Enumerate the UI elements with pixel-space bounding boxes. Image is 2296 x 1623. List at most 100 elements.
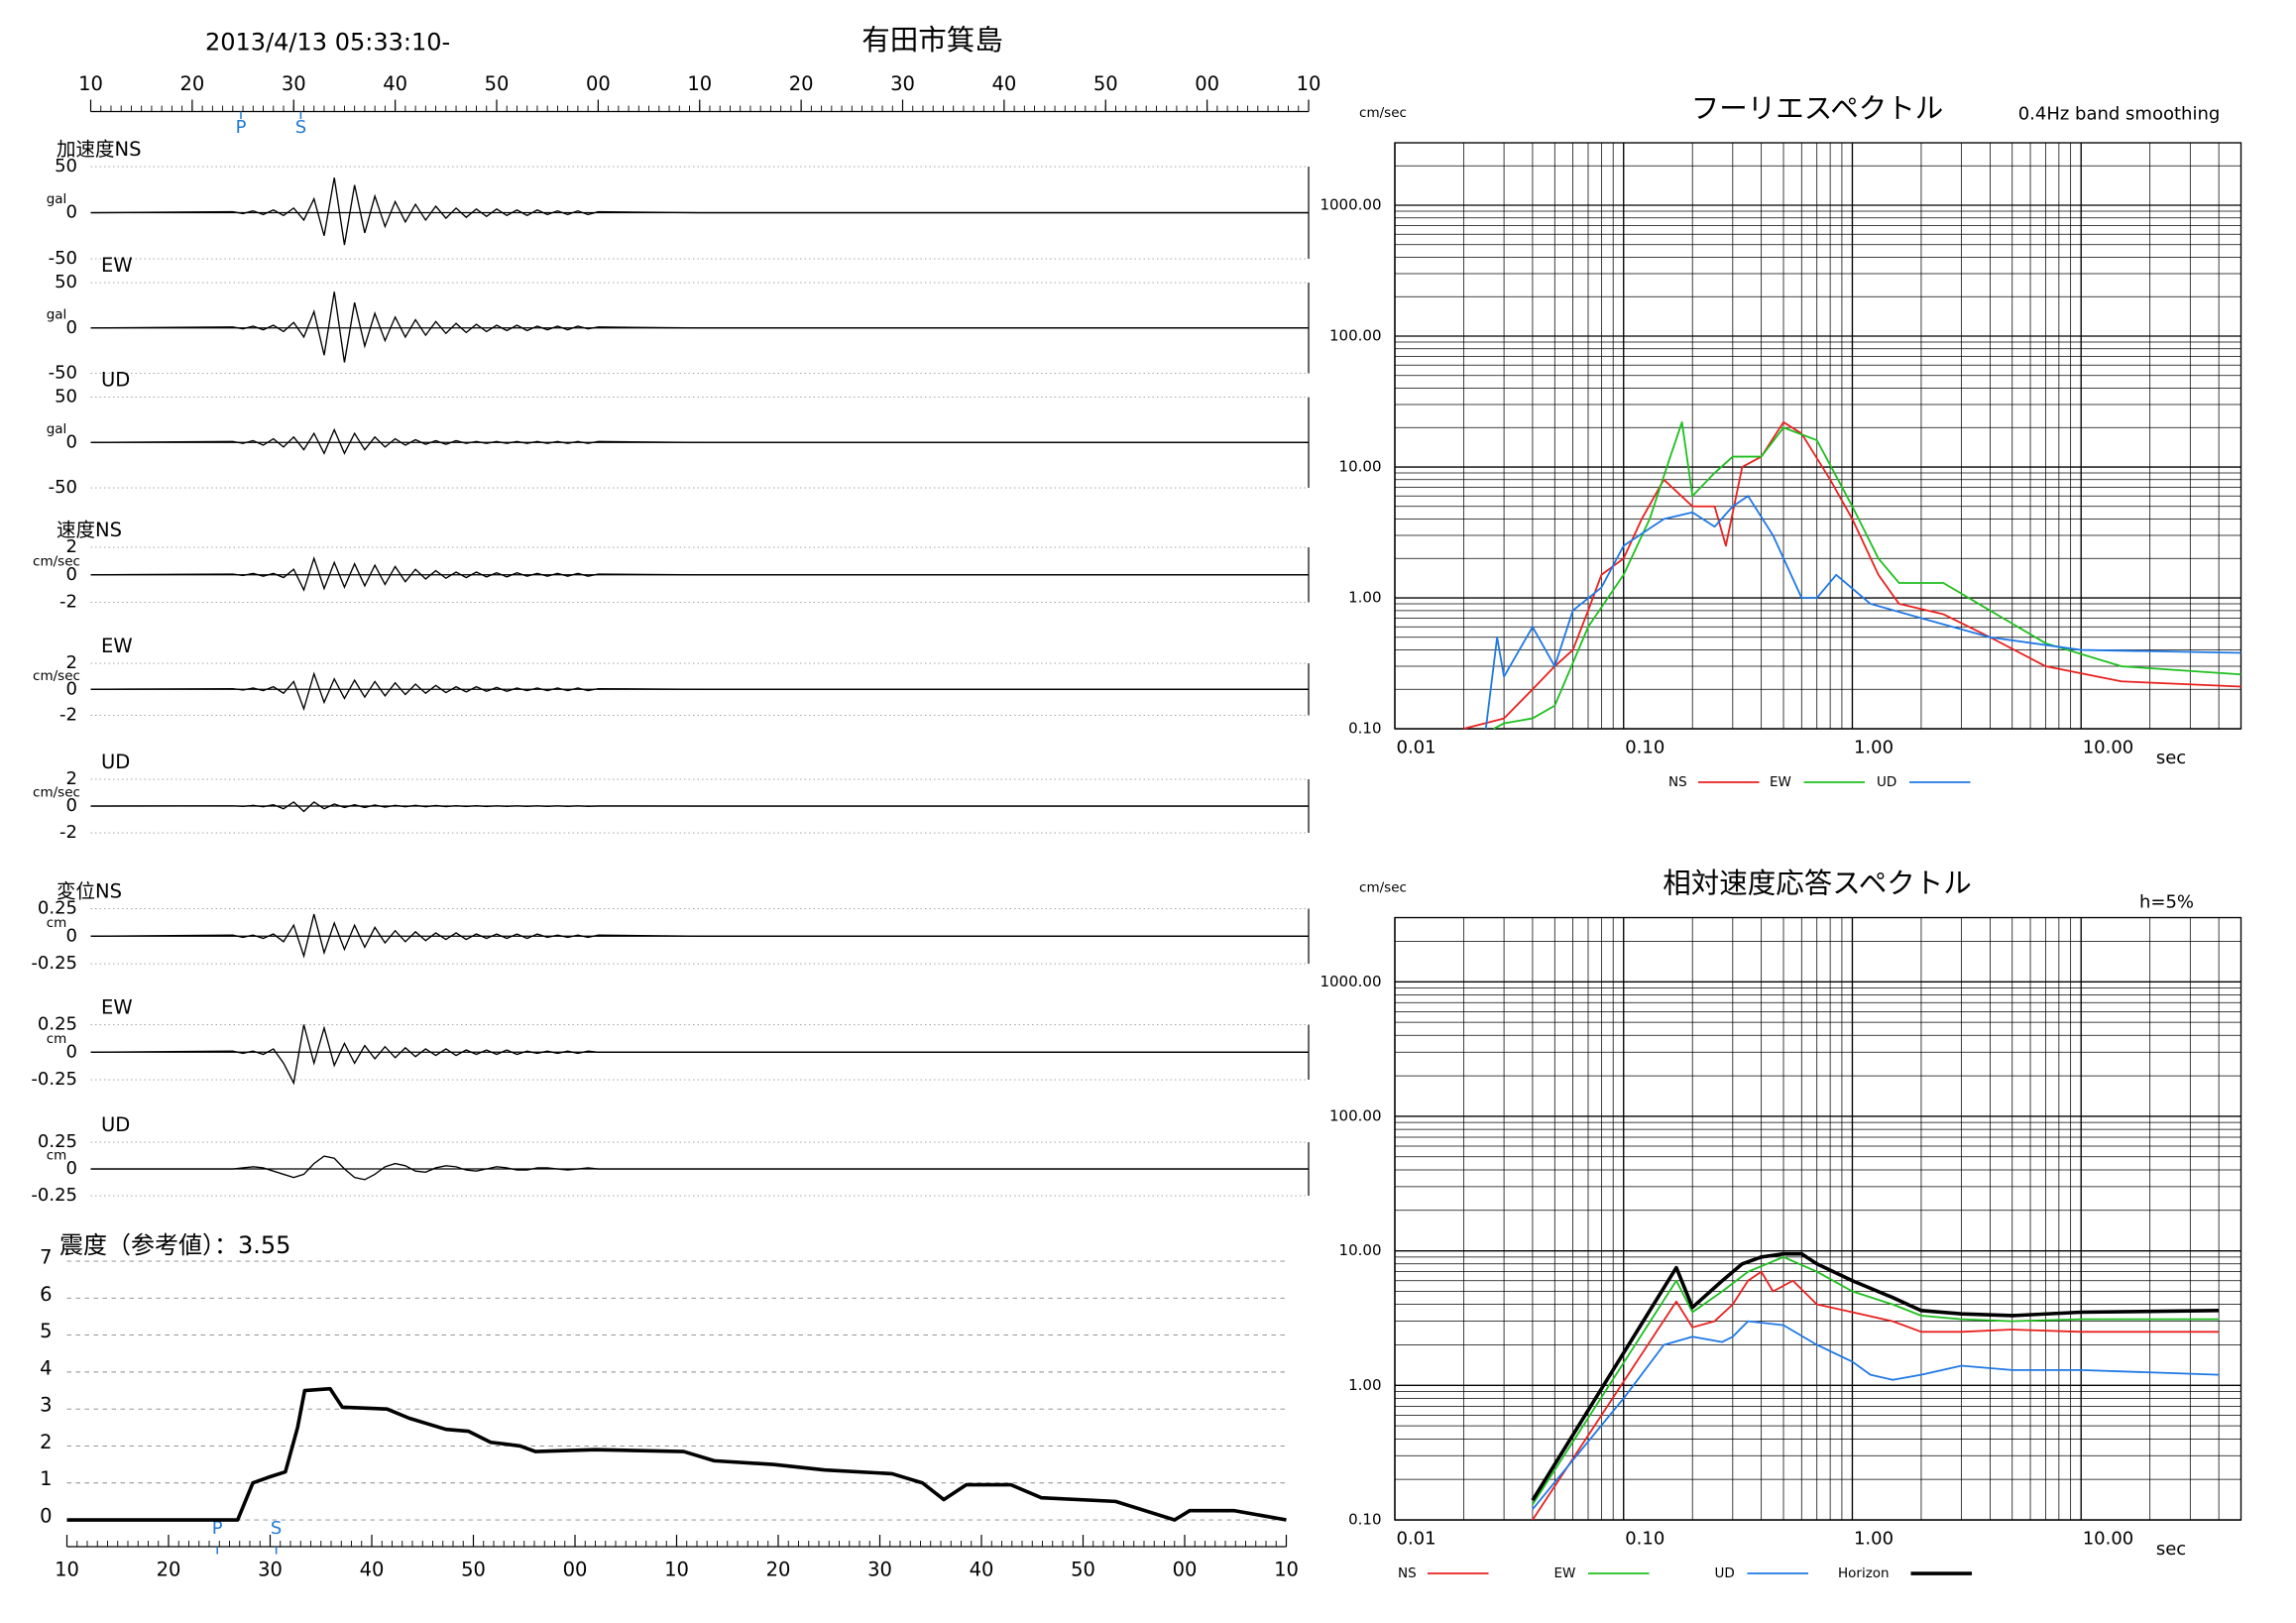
y-tick-label: 0	[66, 564, 77, 585]
phase-label: P	[236, 117, 247, 138]
x-tick-label: 40	[970, 1559, 994, 1581]
x-tick-label: 1.00	[1854, 1529, 1894, 1550]
y-tick-label: 0.25	[38, 1014, 77, 1035]
x-tick-label: 00	[1195, 72, 1219, 95]
y-tick-label: 0.25	[38, 1131, 77, 1152]
y-tick-label: 1.00	[1348, 589, 1381, 607]
unit-label: cm	[47, 1031, 67, 1047]
panel-title: 変位NS	[57, 880, 122, 903]
y-tick-label: 1	[40, 1467, 52, 1490]
x-tick-label: 10	[1274, 1559, 1299, 1581]
x-tick-label: 10	[1297, 72, 1321, 95]
x-unit-label: sec	[2156, 748, 2186, 768]
x-tick-label: 50	[485, 72, 510, 95]
x-tick-label: 0.01	[1397, 1529, 1436, 1550]
y-tick-label: 0	[66, 795, 77, 816]
panel-title: UD	[101, 369, 130, 392]
y-unit-label: cm/sec	[1359, 105, 1407, 121]
unit-label: cm	[47, 915, 67, 931]
x-tick-label: 30	[258, 1559, 283, 1581]
y-tick-label: 5	[40, 1320, 52, 1342]
x-tick-label: 10	[55, 1559, 79, 1581]
panel-title: UD	[101, 751, 130, 773]
x-tick-label: 10	[664, 1559, 689, 1581]
waveform-line	[90, 1024, 1309, 1086]
waveform-line	[90, 291, 1309, 363]
station-name: 有田市箕島	[861, 24, 1003, 57]
panel-title: EW	[101, 635, 133, 657]
waveform-line	[90, 427, 1309, 455]
phase-label: S	[271, 1518, 282, 1539]
y-tick-label: 0	[66, 431, 77, 452]
unit-label: cm/sec	[33, 553, 80, 569]
x-tick-label: 30	[890, 72, 915, 95]
waveform-line	[90, 555, 1309, 592]
y-tick-label: 0	[66, 1158, 77, 1179]
x-tick-label: 10.00	[2083, 1529, 2134, 1550]
waveform-line	[90, 801, 1309, 813]
x-tick-label: 1.00	[1854, 738, 1894, 758]
chart-title: 震度（参考値）：3.55	[59, 1231, 290, 1259]
x-tick-label: 0.10	[1625, 1529, 1665, 1550]
panel-title: 速度NS	[57, 519, 122, 541]
x-tick-label: 40	[991, 72, 1016, 95]
y-tick-label: -2	[59, 822, 77, 843]
chart-title: フーリエスペクトル	[1691, 92, 1944, 125]
x-tick-label: 00	[1173, 1559, 1198, 1581]
x-tick-label: 0.01	[1397, 738, 1436, 758]
waveform-line	[90, 913, 1309, 959]
y-tick-label: 0.25	[38, 898, 77, 919]
y-tick-label: 0.10	[1348, 720, 1381, 738]
legend-label: NS	[1398, 1565, 1417, 1581]
x-tick-label: 30	[282, 72, 306, 95]
legend-label: EW	[1770, 774, 1791, 790]
unit-label: cm/sec	[33, 668, 80, 684]
unit-label: cm	[47, 1148, 67, 1164]
y-tick-label: 2	[66, 768, 77, 789]
x-tick-label: 20	[766, 1559, 791, 1581]
x-tick-label: 00	[563, 1559, 588, 1581]
y-tick-label: 2	[66, 652, 77, 673]
y-tick-label: 50	[55, 387, 77, 407]
y-tick-label: 3	[40, 1394, 52, 1417]
legend-label: Horizon	[1838, 1565, 1890, 1581]
panel-title: EW	[101, 996, 133, 1019]
unit-label: gal	[47, 306, 67, 322]
spectrum-line	[1493, 420, 2241, 730]
y-tick-label: -50	[49, 363, 77, 384]
x-tick-label: 0.10	[1625, 738, 1665, 758]
y-tick-label: 0	[66, 202, 77, 223]
y-tick-label: 6	[40, 1283, 52, 1306]
y-tick-label: 4	[40, 1356, 52, 1379]
x-tick-label: 50	[1071, 1559, 1095, 1581]
y-tick-label: -0.25	[31, 1185, 77, 1206]
spectrum-line	[1531, 1251, 2220, 1502]
phase-label: P	[212, 1518, 223, 1539]
legend-label: EW	[1554, 1565, 1576, 1581]
y-tick-label: 100.00	[1329, 327, 1382, 345]
chart-subtitle: 0.4Hz band smoothing	[2018, 104, 2221, 125]
x-tick-label: 00	[586, 72, 611, 95]
y-tick-label: 0	[66, 678, 77, 699]
x-tick-label: 20	[789, 72, 814, 95]
panel-title: EW	[101, 254, 133, 277]
y-tick-label: 2	[40, 1431, 52, 1453]
y-tick-label: -50	[49, 248, 77, 269]
x-tick-label: 50	[1093, 72, 1118, 95]
spectrum-line	[1532, 1320, 2220, 1510]
x-tick-label: 10.00	[2083, 738, 2134, 758]
y-tick-label: 0	[66, 317, 77, 338]
y-tick-label: 7	[40, 1246, 52, 1269]
y-tick-label: 2	[66, 536, 77, 557]
y-tick-label: -50	[49, 477, 77, 498]
phase-label: S	[295, 117, 306, 138]
y-tick-label: 10.00	[1339, 458, 1382, 476]
intensity-line	[66, 1386, 1287, 1522]
y-tick-label: 100.00	[1329, 1106, 1382, 1124]
unit-label: gal	[47, 421, 67, 437]
x-tick-label: 20	[157, 1559, 181, 1581]
x-unit-label: sec	[2156, 1539, 2186, 1560]
